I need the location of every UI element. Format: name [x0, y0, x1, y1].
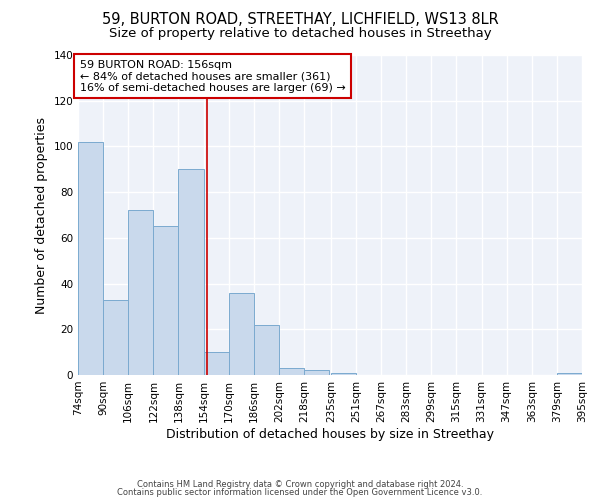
Bar — [229, 292, 254, 375]
Bar — [178, 170, 203, 375]
Bar — [254, 324, 279, 375]
Bar — [103, 300, 128, 375]
Text: Size of property relative to detached houses in Streethay: Size of property relative to detached ho… — [109, 28, 491, 40]
Text: Contains HM Land Registry data © Crown copyright and database right 2024.: Contains HM Land Registry data © Crown c… — [137, 480, 463, 489]
Bar — [78, 142, 103, 375]
Bar — [557, 372, 582, 375]
Bar — [154, 226, 178, 375]
Bar — [279, 368, 304, 375]
X-axis label: Distribution of detached houses by size in Streethay: Distribution of detached houses by size … — [166, 428, 494, 440]
Text: 59 BURTON ROAD: 156sqm
← 84% of detached houses are smaller (361)
16% of semi-de: 59 BURTON ROAD: 156sqm ← 84% of detached… — [80, 60, 346, 93]
Bar — [203, 352, 229, 375]
Bar — [128, 210, 154, 375]
Y-axis label: Number of detached properties: Number of detached properties — [35, 116, 48, 314]
Bar — [331, 372, 356, 375]
Text: Contains public sector information licensed under the Open Government Licence v3: Contains public sector information licen… — [118, 488, 482, 497]
Bar — [304, 370, 329, 375]
Text: 59, BURTON ROAD, STREETHAY, LICHFIELD, WS13 8LR: 59, BURTON ROAD, STREETHAY, LICHFIELD, W… — [101, 12, 499, 28]
